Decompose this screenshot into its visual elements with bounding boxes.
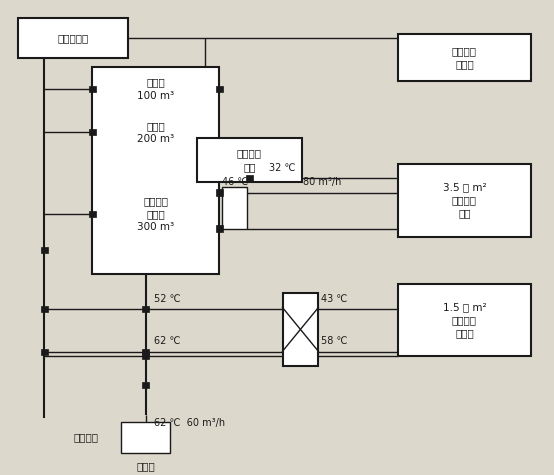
Bar [246,175,253,181]
Text: 80 m³/h: 80 m³/h [303,177,342,187]
Bar [41,349,48,355]
Bar [121,422,171,453]
Text: 学生教职
工洗浴: 学生教职 工洗浴 [452,46,477,69]
Text: 58 ℃: 58 ℃ [321,336,347,346]
Bar [398,284,531,356]
Text: 52 ℃: 52 ℃ [154,294,181,304]
Bar [89,86,96,92]
Text: 62 ℃: 62 ℃ [154,336,181,346]
Bar [89,211,96,217]
Bar [142,306,149,313]
Text: 洗浴池
100 m³: 洗浴池 100 m³ [137,77,175,101]
Bar [222,187,247,228]
Bar [398,34,531,81]
Text: 62 ℃  60 m³/h: 62 ℃ 60 m³/h [154,418,225,428]
Text: 地覆采暖
储水池
300 m³: 地覆采暖 储水池 300 m³ [137,196,175,232]
Text: 32 ℃: 32 ℃ [269,162,296,172]
Bar [142,381,149,388]
Bar [216,226,223,232]
Text: 1.5 万 m²
建筑暖气
包供暖: 1.5 万 m² 建筑暖气 包供暖 [443,302,486,338]
Text: 备用池
200 m³: 备用池 200 m³ [137,121,175,144]
Bar [41,247,48,253]
Bar [283,293,319,366]
Text: 游泳池、
鱼池: 游泳池、 鱼池 [237,149,262,171]
Text: 46 ℃: 46 ℃ [222,177,248,187]
Text: 43 ℃: 43 ℃ [321,294,347,304]
Bar [216,190,223,196]
Bar [197,138,302,182]
Bar [398,163,531,237]
Bar [41,306,48,313]
Bar [142,353,149,360]
Bar [93,67,219,274]
Bar [216,86,223,92]
Text: 掘井水源: 掘井水源 [74,433,99,443]
Text: 地热井: 地热井 [136,461,155,471]
Bar [18,18,128,58]
Bar [89,129,96,135]
Text: 高位热水箱: 高位热水箱 [58,33,89,43]
Bar [142,349,149,355]
Text: 3.5 万 m²
建筑地覆
采暖: 3.5 万 m² 建筑地覆 采暖 [443,182,486,218]
